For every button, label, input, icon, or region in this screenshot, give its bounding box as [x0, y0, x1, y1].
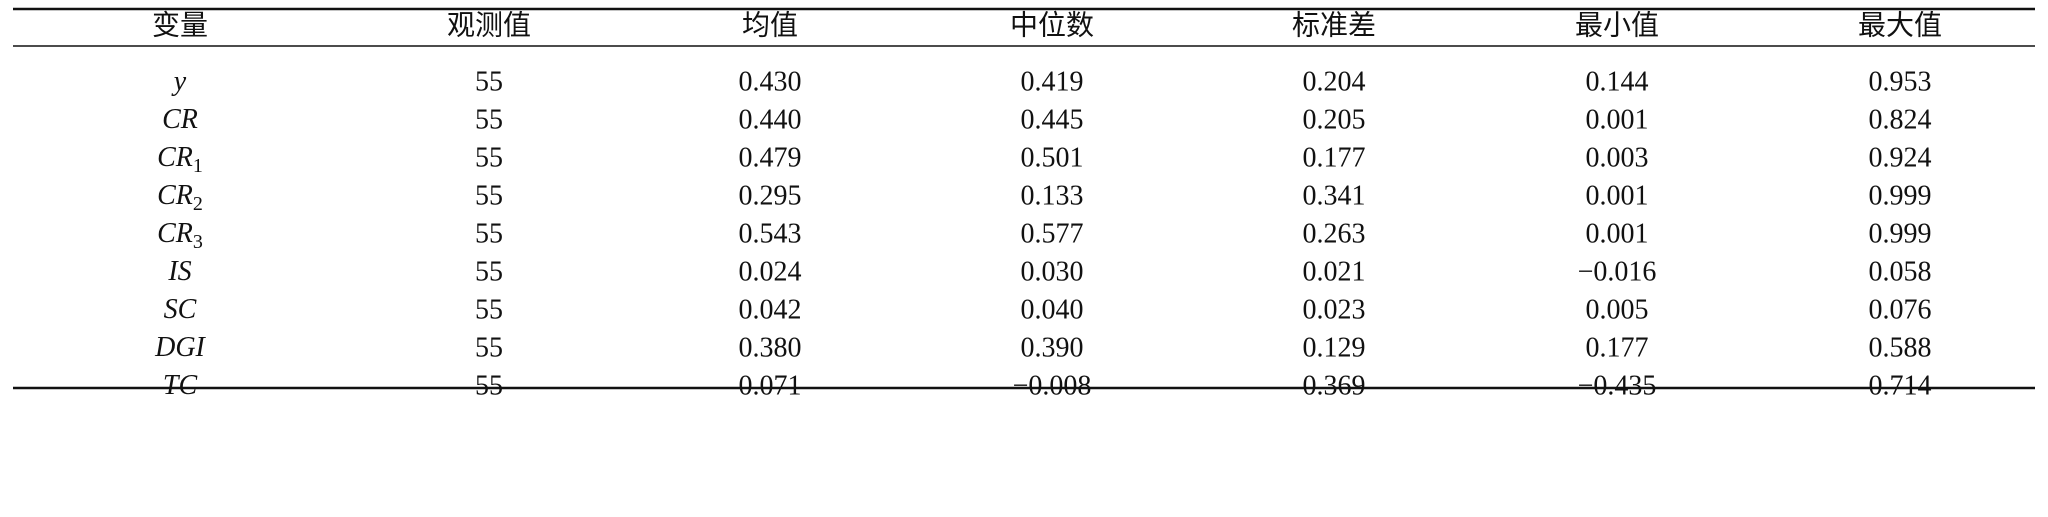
value-cell: −0.008 — [1013, 370, 1092, 401]
header-cell: 最大值 — [1858, 9, 1942, 41]
value-cell: 0.023 — [1303, 294, 1366, 325]
value-cell: 55 — [475, 104, 503, 135]
variable-cell: CR1 — [157, 142, 203, 176]
value-cell: 0.030 — [1021, 256, 1084, 287]
value-cell: 0.824 — [1869, 104, 1932, 135]
value-cell: 0.369 — [1303, 370, 1366, 401]
variable-name: y — [171, 66, 187, 97]
value-cell: 0.205 — [1303, 104, 1366, 135]
value-cell: 0.953 — [1869, 66, 1932, 97]
header-cell: 最小值 — [1575, 9, 1659, 41]
value-cell: −0.435 — [1578, 370, 1657, 401]
value-cell: 0.430 — [739, 66, 802, 97]
value-cell: 0.341 — [1303, 180, 1366, 211]
value-cell: 55 — [475, 66, 503, 97]
value-cell: 0.924 — [1869, 142, 1932, 173]
variable-cell: SC — [164, 294, 197, 325]
header-cell: 均值 — [742, 9, 798, 41]
variable-name: CR — [162, 104, 198, 135]
variable-name: DGI — [154, 332, 206, 363]
value-cell: 0.058 — [1869, 256, 1932, 287]
value-cell: 0.714 — [1869, 370, 1932, 401]
variable-cell: DGI — [154, 332, 206, 363]
value-cell: 0.577 — [1021, 218, 1084, 249]
value-cell: 0.999 — [1869, 180, 1932, 211]
header-cell: 标准差 — [1292, 9, 1376, 41]
variable-cell: y — [171, 66, 187, 97]
value-cell: 0.076 — [1869, 294, 1932, 325]
variable-cell: CR3 — [157, 218, 203, 252]
value-cell: 0.042 — [739, 294, 802, 325]
variable-cell: CR2 — [157, 180, 203, 214]
value-cell: 0.177 — [1586, 332, 1649, 363]
value-cell: −0.016 — [1578, 256, 1657, 287]
value-cell: 55 — [475, 370, 503, 401]
value-cell: 0.543 — [739, 218, 802, 249]
value-cell: 0.440 — [739, 104, 802, 135]
variable-subscript: 3 — [193, 231, 203, 253]
value-cell: 0.040 — [1021, 294, 1084, 325]
value-cell: 0.144 — [1586, 66, 1649, 97]
value-cell: 55 — [475, 332, 503, 363]
value-cell: 0.071 — [739, 370, 802, 401]
value-cell: 0.001 — [1586, 180, 1649, 211]
variable-name: SC — [164, 294, 197, 325]
variable-cell: IS — [167, 256, 191, 287]
variable-name: TC — [163, 370, 198, 401]
value-cell: 0.005 — [1586, 294, 1649, 325]
value-cell: 55 — [475, 142, 503, 173]
value-cell: 0.445 — [1021, 104, 1084, 135]
value-cell: 0.999 — [1869, 218, 1932, 249]
variable-subscript: 2 — [193, 193, 203, 215]
value-cell: 0.024 — [739, 256, 802, 287]
value-cell: 0.501 — [1021, 142, 1084, 173]
value-cell: 0.177 — [1303, 142, 1366, 173]
value-cell: 0.419 — [1021, 66, 1084, 97]
variable-name: CR — [157, 142, 193, 173]
value-cell: 0.021 — [1303, 256, 1366, 287]
value-cell: 55 — [475, 180, 503, 211]
variable-name: CR — [157, 180, 193, 211]
header-cell: 中位数 — [1010, 9, 1094, 41]
value-cell: 0.003 — [1586, 142, 1649, 173]
value-cell: 0.380 — [739, 332, 802, 363]
value-cell: 0.204 — [1303, 66, 1366, 97]
value-cell: 0.001 — [1586, 218, 1649, 249]
value-cell: 55 — [475, 218, 503, 249]
value-cell: 0.479 — [739, 142, 802, 173]
variable-name: CR — [157, 218, 193, 249]
header-cell: 变量 — [152, 9, 208, 41]
value-cell: 0.001 — [1586, 104, 1649, 135]
variable-cell: TC — [163, 370, 198, 401]
variable-name: IS — [167, 256, 191, 287]
value-cell: 0.263 — [1303, 218, 1366, 249]
value-cell: 0.390 — [1021, 332, 1084, 363]
header-cell: 观测值 — [447, 9, 531, 41]
value-cell: 55 — [475, 256, 503, 287]
variable-subscript: 1 — [193, 155, 203, 177]
value-cell: 0.295 — [739, 180, 802, 211]
variable-cell: CR — [162, 104, 198, 135]
value-cell: 0.133 — [1021, 180, 1084, 211]
value-cell: 0.588 — [1869, 332, 1932, 363]
value-cell: 55 — [475, 294, 503, 325]
value-cell: 0.129 — [1303, 332, 1366, 363]
